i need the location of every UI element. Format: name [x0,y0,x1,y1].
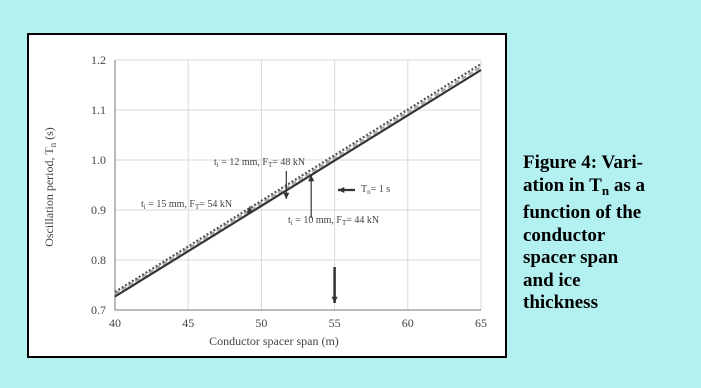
y-tick-label: 0.7 [91,303,106,317]
axes [114,60,481,311]
x-tick-label: 50 [255,316,267,330]
annotation-arrow [308,175,315,218]
y-tick-label: 1.2 [91,53,106,67]
caption-line: conductor [523,224,606,246]
x-tick-label: 40 [109,316,121,330]
figure-caption: Figure 4: Vari- ation in Tn as a functio… [523,152,693,315]
ticks: 40 45 50 55 60 65 0.7 0.8 0.9 1.0 1.1 1.2 [91,53,487,330]
caption-line: function of the [523,202,642,223]
annotation-label: ti = 12 mm, FT= 48 kN [214,157,305,169]
chart-frame: 40 45 50 55 60 65 0.7 0.8 0.9 1.0 1.1 1.2 ti = 12 m… [27,33,507,358]
y-axis-label-sub: n [48,142,58,147]
x-tick-label: 65 [475,316,487,330]
x-axis-label: Conductor spacer span (m) [209,334,339,348]
y-tick-label: 1.0 [91,153,106,167]
annotation-subscript: i [291,219,293,227]
grid [114,59,482,311]
y-tick-label: 0.9 [91,203,106,217]
arrow-head [331,296,338,303]
annotation-subscript: T [268,161,273,169]
series-line [114,63,482,293]
annotation-label: ti = 10 mm, FT= 44 kN [288,215,379,227]
arrow-head [338,186,345,194]
series-layer [114,63,482,298]
annotation-label: ti = 15 mm, FT= 54 kN [141,199,232,211]
caption-line: Figure 4: Vari- [523,152,643,173]
x-tick-label: 55 [329,316,341,330]
annotation-subscript: i [217,161,219,169]
annotation-text: = 54 kN [199,199,232,210]
annotation-text: = 15 mm, F [146,199,196,210]
annotation-subscript: i [144,203,146,211]
caption-line: and ice [523,269,581,291]
annotation-text: t [141,199,144,210]
annotation-text: t [288,215,291,226]
annotation-text: = 10 mm, F [293,215,343,226]
annotation-arrow [283,171,290,199]
chart-svg: 40 45 50 55 60 650.70.80.91.01.11.2 ti = 12 m… [42,53,487,348]
annotation-text: T [361,184,367,195]
y-axis-label: Oscillation period, Tn (s) [42,127,58,247]
caption-subscript: n [601,182,610,198]
annotation-subscript: T [342,219,347,227]
annotation-text: = 44 kN [346,215,379,226]
annotation-subscript: T [195,203,200,211]
annotation-text: t [214,157,217,168]
annotation-text: = 48 kN [272,157,305,168]
caption-line: spacer span [523,247,619,268]
y-axis-label-main: Oscillation period, T [42,147,56,247]
annotation-arrow [246,206,253,213]
arrow-head [246,206,253,213]
arrow-head [308,175,315,182]
annotation-arrow [331,267,338,303]
x-tick-label: 45 [182,316,194,330]
series-line [114,69,482,298]
annotation-arrow [338,186,355,194]
annotation-label: Tn= 1 s [361,184,390,196]
caption-text: ation in T [523,174,602,196]
annotation-text: = 12 mm, F [219,157,269,168]
y-axis-label-suffix: (s) [42,127,56,143]
y-tick-label: 1.1 [91,103,106,117]
y-tick-label: 0.8 [91,253,106,267]
caption-line: thickness [523,292,598,313]
annotation-subscript: n [367,188,371,196]
annotation-text: = 1 s [371,184,391,195]
x-tick-label: 60 [402,316,414,330]
caption-line: ation in Tn as a [523,175,693,203]
arrow-head [283,192,290,199]
caption-text: as a [609,174,645,196]
